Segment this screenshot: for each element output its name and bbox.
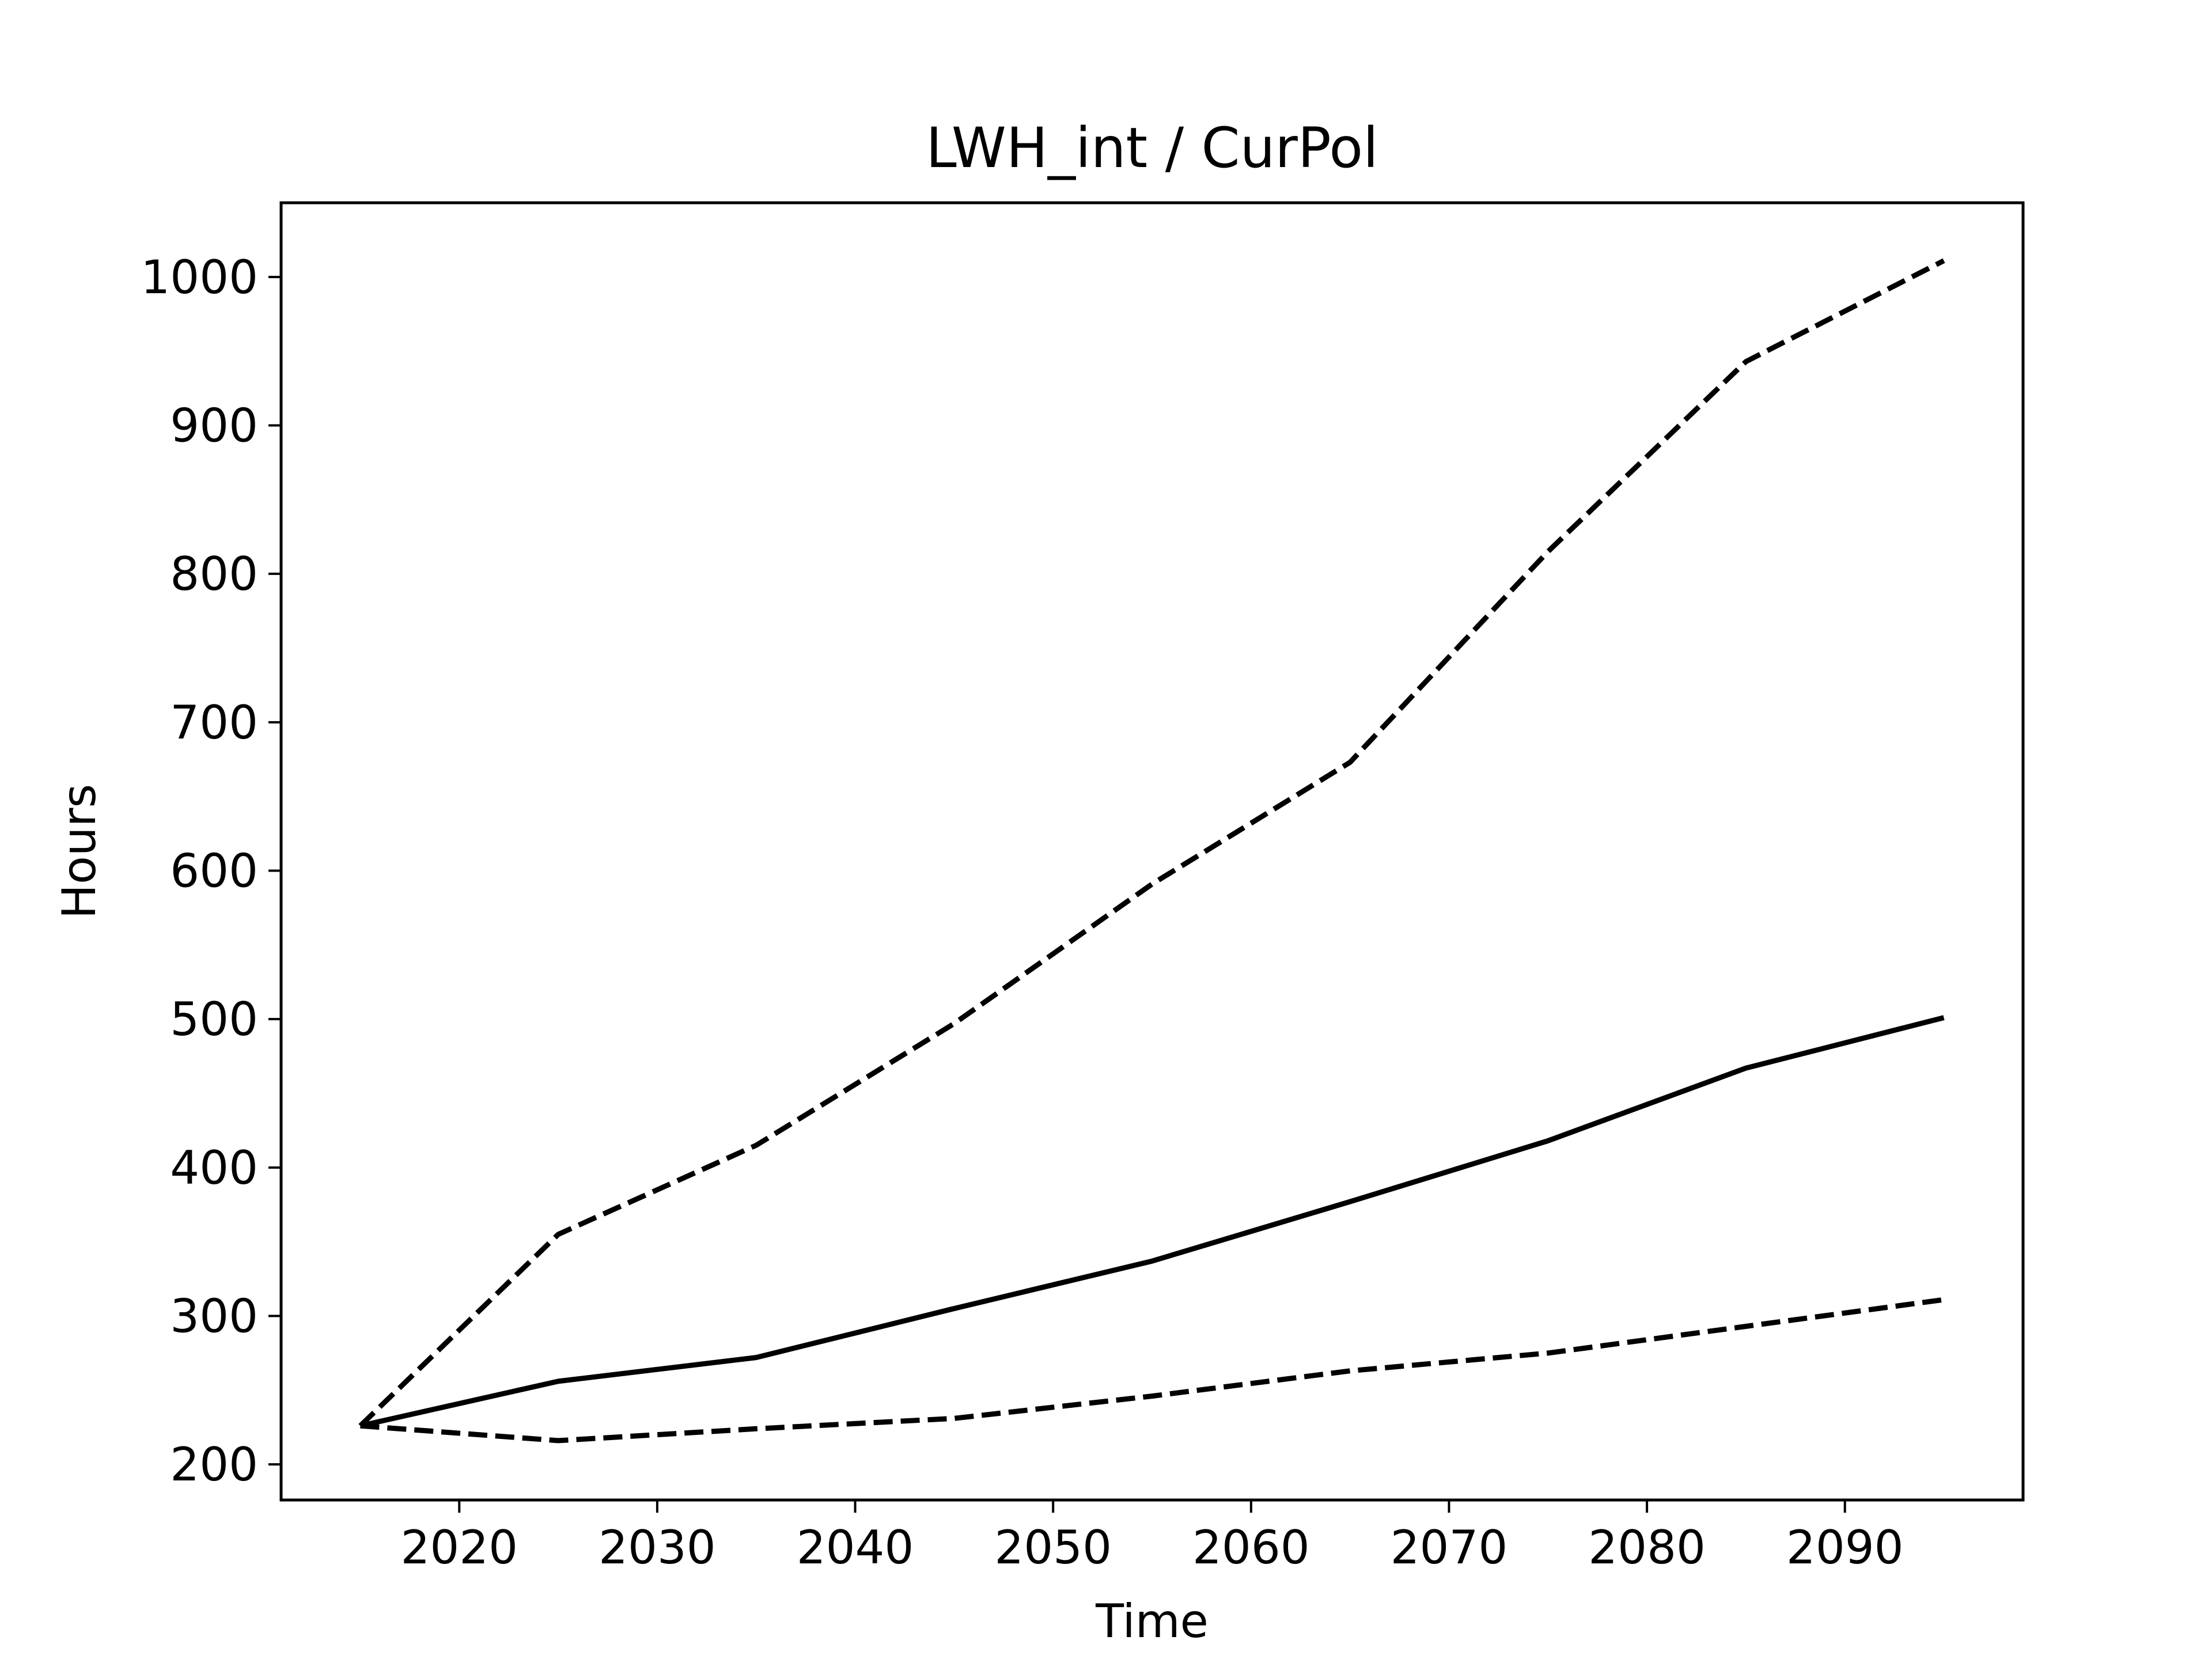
series-layer [358, 258, 1945, 1444]
x-tick-label: 2040 [797, 1521, 914, 1574]
x-tick-label: 2070 [1391, 1521, 1508, 1574]
x-tick-label: 2020 [400, 1521, 518, 1574]
plot-area-frame [279, 201, 2025, 1502]
y-tick-label: 700 [170, 696, 258, 749]
series-line-2 [359, 1015, 1945, 1429]
x-axis: 2020 2030 2040 2050 2060 2070 2080 2090 [400, 1500, 1904, 1574]
x-tick-label: 2090 [1786, 1521, 1904, 1574]
x-tick-label: 2030 [599, 1521, 716, 1574]
x-tick-label: 2080 [1588, 1521, 1706, 1574]
y-tick-label: 200 [170, 1438, 258, 1491]
y-axis-label: Hours [52, 784, 106, 919]
chart-title: LWH_int / CurPol [926, 116, 1378, 180]
y-tick-label: 600 [170, 844, 258, 897]
y-tick-label: 400 [170, 1141, 258, 1195]
y-axis: 200 300 400 500 600 700 800 900 1000 [141, 251, 281, 1491]
y-tick-label: 1000 [141, 251, 258, 304]
y-tick-label: 300 [170, 1289, 258, 1343]
x-tick-label: 2060 [1192, 1521, 1310, 1574]
series-line-3 [360, 1297, 1945, 1444]
y-tick-label: 800 [170, 547, 258, 601]
y-tick-label: 500 [170, 993, 258, 1046]
x-axis-label: Time [1095, 1594, 1209, 1648]
y-tick-label: 900 [170, 399, 258, 452]
x-tick-label: 2050 [994, 1521, 1112, 1574]
